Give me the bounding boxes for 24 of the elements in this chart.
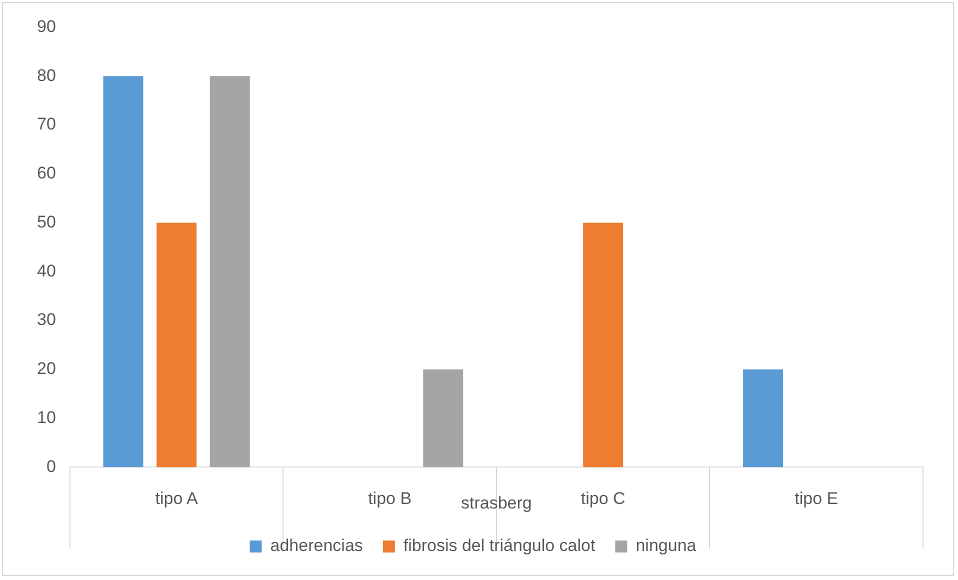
bar bbox=[103, 76, 144, 468]
x-tick-label: tipo B bbox=[368, 489, 412, 508]
y-tick-label: 10 bbox=[36, 408, 56, 427]
x-tick-label: tipo E bbox=[794, 489, 838, 508]
legend-label: ninguna bbox=[636, 536, 697, 556]
y-tick-label: 70 bbox=[36, 114, 56, 134]
y-tick-label: 80 bbox=[36, 66, 56, 85]
y-tick-label: 60 bbox=[36, 164, 56, 183]
x-tick-label: tipo A bbox=[155, 489, 198, 508]
bar bbox=[210, 76, 250, 468]
y-tick-label: 90 bbox=[36, 16, 56, 36]
bar bbox=[743, 369, 784, 468]
bar bbox=[583, 222, 624, 468]
bar bbox=[423, 369, 464, 468]
x-tick-label: tipo C bbox=[580, 489, 626, 508]
legend-label: fibrosis del triángulo calot bbox=[403, 536, 596, 556]
x-axis-title: strasberg bbox=[461, 493, 532, 512]
y-tick-label: 0 bbox=[46, 456, 56, 476]
legend-label: adherencias bbox=[270, 536, 363, 556]
y-tick-label: 20 bbox=[36, 359, 56, 378]
bar bbox=[156, 222, 197, 468]
y-tick-label: 30 bbox=[36, 310, 56, 330]
y-tick-label: 40 bbox=[36, 261, 56, 280]
y-tick-label: 50 bbox=[36, 212, 56, 232]
